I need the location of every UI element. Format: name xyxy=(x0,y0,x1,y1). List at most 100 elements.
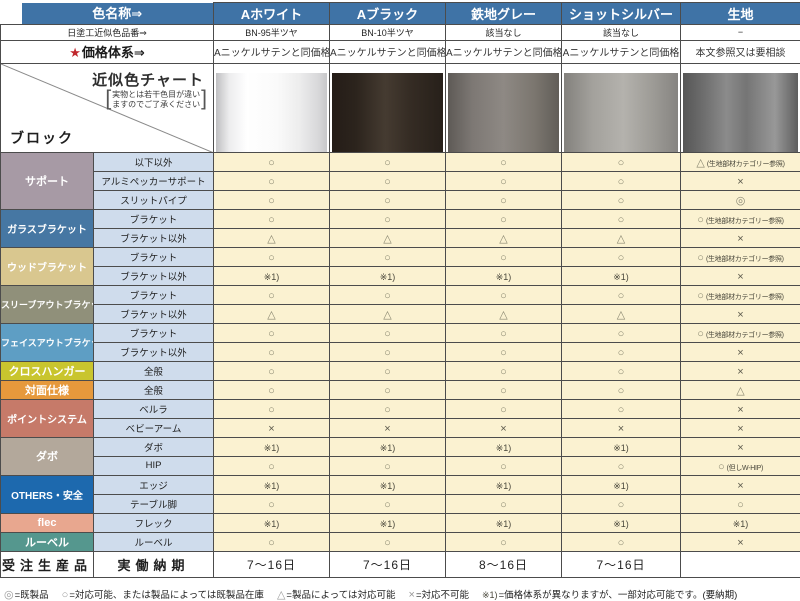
item-label: 全般 xyxy=(94,361,214,380)
value-cell: ○ xyxy=(214,532,330,551)
value-cell: ○ xyxy=(681,494,800,513)
cross-symbol: × xyxy=(737,233,743,245)
table-row: OTHERS・安全エッジ※1)※1)※1)※1)× xyxy=(1,475,800,494)
triangle-symbol: △ xyxy=(617,233,625,245)
circle-symbol: ○ xyxy=(500,461,507,473)
value-cell: ※1) xyxy=(562,266,681,285)
category-label: ウッドブラケット xyxy=(1,247,94,285)
table-row: ポイントシステムベルラ○○○○× xyxy=(1,399,800,418)
value-cell: ○ xyxy=(562,494,681,513)
value-cell: ○ xyxy=(330,209,446,228)
table-row: ブラケット以外△△△△× xyxy=(1,228,800,247)
paint-code-row: 日塗工近似色品番⇒ BN-95半ツヤ BN-10半ツヤ 該当なし 該当なし − xyxy=(1,24,800,40)
cell-note: (生地部材カテゴリー参照) xyxy=(706,256,784,263)
value-cell: ※1) xyxy=(446,266,562,285)
price-system-row: ★価格体系⇒ Aニッケルサテンと同価格 Aニッケルサテンと同価格 Aニッケルサテ… xyxy=(1,40,800,63)
circle-symbol: ○ xyxy=(384,157,391,169)
circle-symbol: ○ xyxy=(268,347,275,359)
value-cell: ○ xyxy=(562,285,681,304)
value-cell: × xyxy=(214,418,330,437)
value-cell: ○ xyxy=(446,342,562,361)
circle-symbol: ○ xyxy=(268,157,275,169)
value-cell: ○ xyxy=(330,399,446,418)
ref1-symbol: ※1) xyxy=(380,481,396,491)
delivery-days: 7〜16日 xyxy=(214,551,330,577)
value-cell: ○ xyxy=(214,342,330,361)
circle-symbol: ○ xyxy=(618,385,625,397)
item-label: ルーベル xyxy=(94,532,214,551)
value-cell: ○ xyxy=(330,190,446,209)
circle-symbol: ○ xyxy=(618,499,625,511)
color-name-label: 色名称⇒ xyxy=(22,3,214,24)
cross-symbol: × xyxy=(737,309,743,321)
value-cell: × xyxy=(681,228,800,247)
cross-icon: × xyxy=(409,589,415,601)
cross-symbol: × xyxy=(384,423,390,435)
value-cell: ○ xyxy=(562,171,681,190)
value-cell: △(生地部材カテゴリー参照) xyxy=(681,152,800,171)
item-label: ブラケット以外 xyxy=(94,228,214,247)
value-cell: ○(生地部材カテゴリー参照) xyxy=(681,247,800,266)
value-cell: ○ xyxy=(330,171,446,190)
block-label: ブロック xyxy=(10,128,74,148)
value-cell: × xyxy=(681,266,800,285)
cross-symbol: × xyxy=(737,423,743,435)
circle-symbol: ○ xyxy=(500,195,507,207)
cross-symbol: × xyxy=(737,480,743,492)
value-cell: ○ xyxy=(330,247,446,266)
ref1-symbol: ※1) xyxy=(613,519,629,529)
value-cell: × xyxy=(681,171,800,190)
delivery-category: 受注生産品 xyxy=(1,551,94,577)
circle-symbol: ○ xyxy=(268,499,275,511)
circle-symbol: ○ xyxy=(268,537,275,549)
cross-symbol: × xyxy=(737,347,743,359)
value-cell: ○ xyxy=(562,456,681,475)
legend-item: ◎=既製品 xyxy=(4,587,49,601)
category-label: flec xyxy=(1,513,94,532)
price-note: Aニッケルサテンと同価格 xyxy=(330,40,446,63)
value-cell: × xyxy=(681,361,800,380)
triangle-symbol: △ xyxy=(383,309,391,321)
circle-symbol: ○ xyxy=(500,499,507,511)
cross-symbol: × xyxy=(268,423,274,435)
price-note: Aニッケルサテンと同価格 xyxy=(446,40,562,63)
value-cell: ※1) xyxy=(330,437,446,456)
column-header: 鉄地グレー xyxy=(446,3,562,25)
paint-code: BN-95半ツヤ xyxy=(214,24,330,40)
item-label: 以下以外 xyxy=(94,152,214,171)
value-cell: × xyxy=(681,304,800,323)
table-row: ウッドブラケットブラケット○○○○○(生地部材カテゴリー参照) xyxy=(1,247,800,266)
value-cell: ○ xyxy=(214,456,330,475)
swatch-cell xyxy=(446,63,562,152)
ref1-symbol: ※1) xyxy=(613,272,629,282)
value-cell: △ xyxy=(446,228,562,247)
double-circle-symbol: ◎ xyxy=(736,195,746,207)
value-cell: ※1) xyxy=(562,513,681,532)
color-chart-row: 近似色チャート [ 実物とは若干色目が違い ますのでご了承ください ] ブロック xyxy=(1,63,800,152)
value-cell: ○ xyxy=(214,152,330,171)
circle-symbol: ○ xyxy=(697,328,704,340)
price-note: Aニッケルサテンと同価格 xyxy=(214,40,330,63)
value-cell: ○ xyxy=(562,190,681,209)
paint-code: BN-10半ツヤ xyxy=(330,24,446,40)
value-cell: ※1) xyxy=(330,266,446,285)
value-cell: × xyxy=(681,437,800,456)
value-cell: ※1) xyxy=(562,437,681,456)
value-cell: ○ xyxy=(562,342,681,361)
legend-item: △=製品によっては対応可能 xyxy=(277,587,396,601)
item-label: ブラケット xyxy=(94,209,214,228)
ref1-symbol: ※1) xyxy=(733,519,749,529)
cross-symbol: × xyxy=(737,442,743,454)
category-label: クロスハンガー xyxy=(1,361,94,380)
table-row: ルーベルルーベル○○○○× xyxy=(1,532,800,551)
value-cell: ○ xyxy=(330,285,446,304)
value-cell: ○ xyxy=(446,152,562,171)
table-row: 対面仕様全般○○○○△ xyxy=(1,380,800,399)
legend-item: ○=対応可能、または製品によっては既製品在庫 xyxy=(62,587,264,601)
item-label: フレック xyxy=(94,513,214,532)
item-label: アルミペッカーサポート xyxy=(94,171,214,190)
circle-symbol: ○ xyxy=(618,366,625,378)
value-cell: × xyxy=(562,418,681,437)
ref1-symbol: ※1) xyxy=(380,272,396,282)
item-label: ベビーアーム xyxy=(94,418,214,437)
